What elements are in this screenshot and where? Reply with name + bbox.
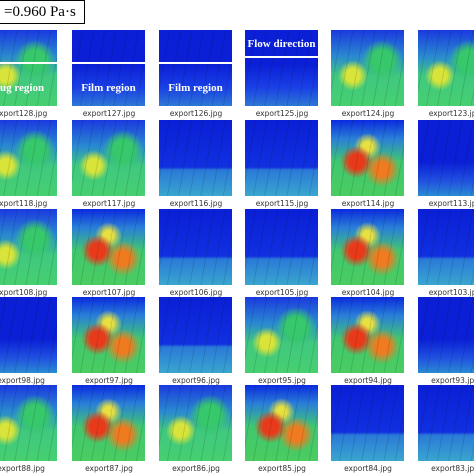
thumbnail[interactable]: [418, 120, 474, 196]
file-name[interactable]: export107.jpg: [82, 288, 136, 297]
thumbnail[interactable]: Film region: [72, 30, 145, 106]
file-name[interactable]: export104.jpg: [341, 288, 395, 297]
file-name[interactable]: export85.jpg: [258, 464, 306, 473]
thumbnail[interactable]: [418, 30, 474, 106]
file-name[interactable]: export114.jpg: [341, 199, 395, 208]
region-divider: [245, 56, 318, 58]
file-name[interactable]: export126.jpg: [169, 109, 223, 118]
file-name[interactable]: export88.jpg: [0, 464, 45, 473]
thumbnail[interactable]: [72, 120, 145, 196]
thumbnail[interactable]: Film region: [159, 30, 232, 106]
thumbnail[interactable]: [245, 209, 318, 285]
thumbnail[interactable]: [245, 385, 318, 461]
thumbnail[interactable]: [159, 297, 232, 373]
thumbnail[interactable]: [418, 297, 474, 373]
region-caption: Flow direction: [247, 38, 316, 50]
thumbnail[interactable]: [0, 209, 57, 285]
thumbnail[interactable]: [0, 297, 57, 373]
thumbnail[interactable]: [331, 385, 404, 461]
thumbnail[interactable]: [159, 209, 232, 285]
thumbnail[interactable]: [245, 120, 318, 196]
thumbnail[interactable]: [0, 385, 57, 461]
thumbnail[interactable]: [245, 297, 318, 373]
file-name[interactable]: export94.jpg: [344, 376, 392, 385]
thumbnail[interactable]: [0, 120, 57, 196]
thumbnail[interactable]: lug region: [0, 30, 57, 106]
file-name[interactable]: export108.jpg: [0, 288, 48, 297]
file-name[interactable]: export97.jpg: [85, 376, 133, 385]
file-name[interactable]: export128.jpg: [0, 109, 48, 118]
file-name[interactable]: export106.jpg: [169, 288, 223, 297]
thumbnail[interactable]: [418, 385, 474, 461]
file-name[interactable]: export83.jpg: [431, 464, 474, 473]
region-caption: lug region: [0, 82, 45, 94]
file-name[interactable]: export84.jpg: [344, 464, 392, 473]
file-name[interactable]: export118.jpg: [0, 199, 48, 208]
file-name[interactable]: export115.jpg: [255, 199, 309, 208]
file-name[interactable]: export98.jpg: [0, 376, 45, 385]
file-name[interactable]: export87.jpg: [85, 464, 133, 473]
file-name[interactable]: export105.jpg: [255, 288, 309, 297]
thumbnail[interactable]: [331, 120, 404, 196]
thumbnail[interactable]: [72, 209, 145, 285]
file-name[interactable]: export127.jpg: [82, 109, 136, 118]
thumbnail[interactable]: [159, 120, 232, 196]
file-name[interactable]: export125.jpg: [255, 109, 309, 118]
region-caption: Film region: [81, 82, 136, 94]
region-divider: [0, 62, 57, 64]
region-caption: Film region: [168, 82, 223, 94]
file-name[interactable]: export93.jpg: [431, 376, 474, 385]
file-name[interactable]: export103.jpg: [428, 288, 474, 297]
thumbnail[interactable]: [331, 30, 404, 106]
file-name[interactable]: export116.jpg: [169, 199, 223, 208]
file-name[interactable]: export86.jpg: [172, 464, 220, 473]
thumbnail[interactable]: Flow direction: [245, 30, 318, 106]
thumbnail[interactable]: [418, 209, 474, 285]
file-name[interactable]: export123.jpg: [428, 109, 474, 118]
file-name[interactable]: export95.jpg: [258, 376, 306, 385]
file-name[interactable]: export117.jpg: [82, 199, 136, 208]
region-divider: [159, 62, 232, 64]
thumbnail[interactable]: [159, 385, 232, 461]
thumbnail[interactable]: [72, 297, 145, 373]
region-divider: [72, 62, 145, 64]
thumbnail[interactable]: [331, 297, 404, 373]
thumbnail[interactable]: [331, 209, 404, 285]
file-name[interactable]: export113.jpg: [428, 199, 474, 208]
viscosity-label: =0.960 Pa·s: [0, 0, 85, 24]
file-name[interactable]: export124.jpg: [341, 109, 395, 118]
file-name[interactable]: export96.jpg: [172, 376, 220, 385]
thumbnail[interactable]: [72, 385, 145, 461]
